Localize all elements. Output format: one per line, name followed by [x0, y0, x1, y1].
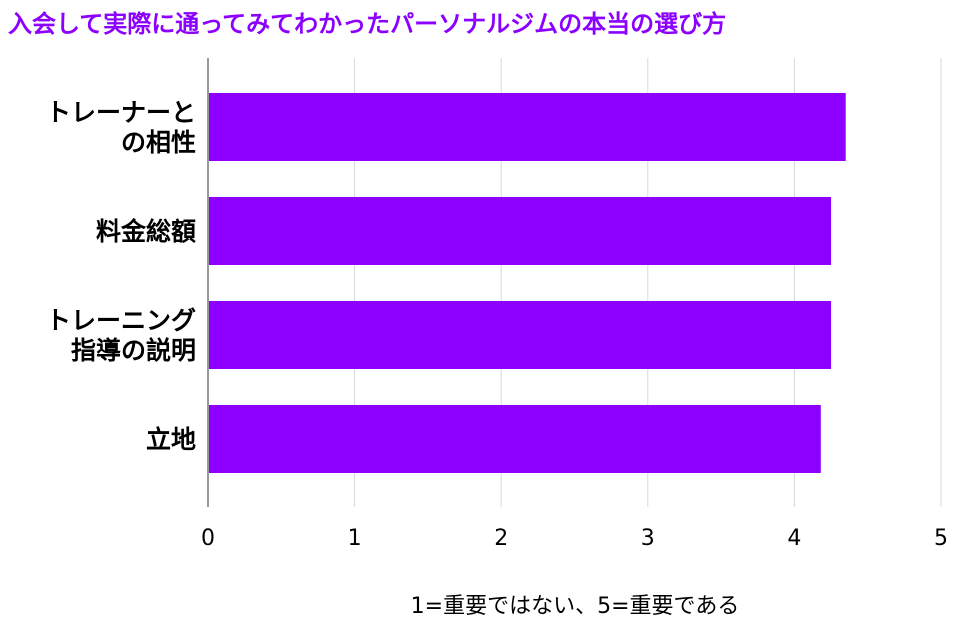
y-category-label: トレーニング [46, 306, 196, 335]
x-tick-label: 2 [494, 526, 508, 551]
bar [209, 197, 832, 265]
x-axis-title: 1=重要ではない、5=重要である [410, 594, 740, 619]
y-category-label: 料金総額 [96, 217, 196, 246]
x-tick-label: 1 [348, 526, 362, 551]
x-tick-label: 4 [787, 526, 801, 551]
y-category-label: 立地 [146, 425, 196, 454]
y-category-label: 指導の説明 [71, 336, 196, 365]
chart-title: 入会して実際に通ってみてわかったパーソナルジムの本当の選び方 [8, 10, 727, 38]
bar [209, 93, 846, 161]
bar [209, 405, 821, 473]
bar [209, 301, 832, 369]
y-category-label: の相性 [121, 128, 196, 157]
y-category-label: トレーナーと [46, 98, 196, 127]
x-tick-label: 5 [934, 526, 948, 551]
x-tick-label: 0 [201, 526, 215, 551]
x-tick-label: 3 [641, 526, 655, 551]
